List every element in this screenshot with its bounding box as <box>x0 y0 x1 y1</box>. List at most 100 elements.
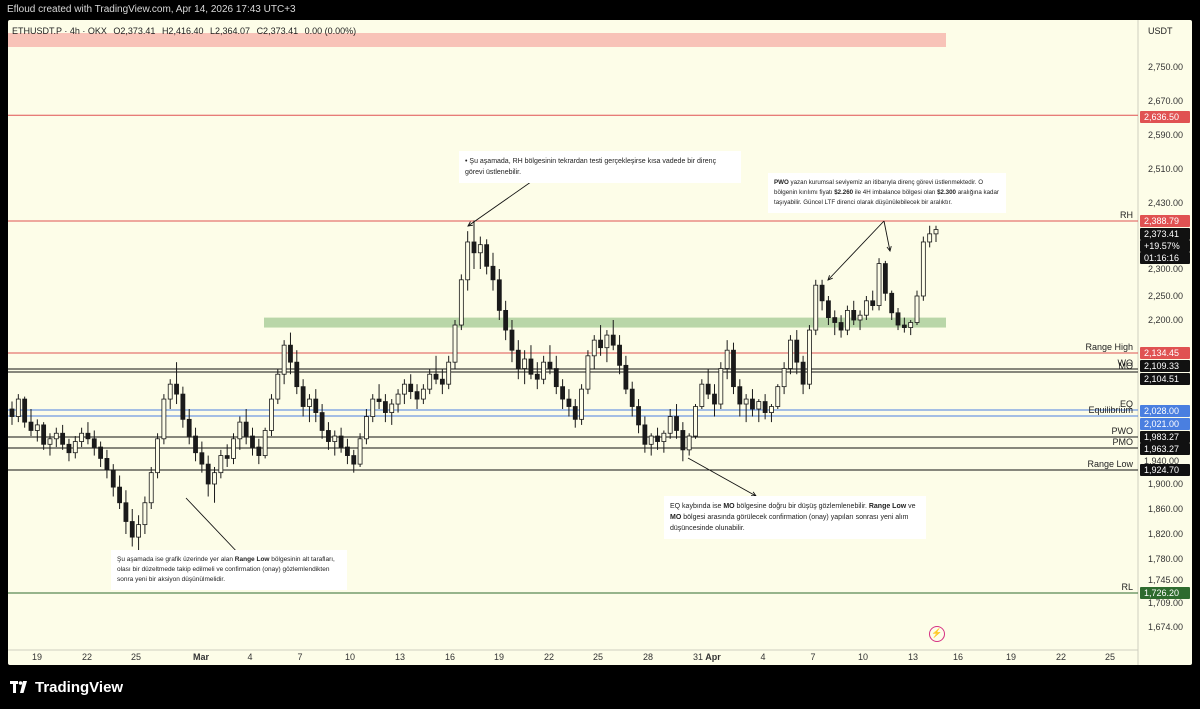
price-badge-1[interactable] <box>1140 215 1190 227</box>
candle-body-121 <box>775 386 781 407</box>
symbol-name[interactable]: ETHUSDT.P · 4h · OKX <box>12 26 107 36</box>
y-tick-12: 1,745.00 <box>1148 575 1183 585</box>
price-badge-5[interactable] <box>1140 347 1190 359</box>
x-tick-11: 25 <box>593 652 603 662</box>
candle-body-134 <box>857 314 863 321</box>
eq-note-b2: Range Low <box>868 503 907 510</box>
created-with-text: Efloud created with TradingView.com, Apr… <box>0 0 1200 20</box>
eq-annotation[interactable]: EQ kaybında ise MO bölgesine doğru bir d… <box>664 496 926 539</box>
y-tick-0: 2,750.00 <box>1148 62 1183 72</box>
candle-body-46 <box>300 386 306 407</box>
supply-zone[interactable] <box>8 33 946 47</box>
candle-body-37 <box>243 421 249 437</box>
annotation-arrowhead-0 <box>467 221 474 227</box>
candle-body-52 <box>338 435 344 448</box>
rh-note-text: • Şu aşamada, RH bölgesinin tekrardan te… <box>465 158 717 176</box>
candle-body-138 <box>882 263 888 294</box>
candle-body-6 <box>47 438 53 445</box>
price-badge-6[interactable] <box>1140 360 1190 372</box>
candle-body-77 <box>496 279 502 311</box>
candle-body-49 <box>319 412 325 431</box>
candle-body-61 <box>395 393 401 405</box>
candle-body-104 <box>667 416 673 434</box>
price-badge-3[interactable] <box>1140 240 1190 252</box>
candle-body-47 <box>307 398 312 407</box>
candle-body-89 <box>572 406 578 420</box>
candle-body-62 <box>401 383 407 395</box>
price-badge-10[interactable] <box>1140 431 1190 443</box>
price-badge-2[interactable] <box>1140 228 1190 240</box>
candle-body-115 <box>737 386 743 405</box>
rh-annotation[interactable]: • Şu aşamada, RH bölgesinin tekrardan te… <box>459 151 741 183</box>
candle-body-32 <box>212 472 217 485</box>
candle-body-74 <box>477 244 483 254</box>
chart-panel[interactable]: RH Range High WO MO EQ Equilibrium PWO PMO Range… <box>8 20 1192 665</box>
candle-body-69 <box>446 361 452 385</box>
price-badge-text-9: 2,021.00 <box>1144 419 1179 429</box>
price-badge-14[interactable] <box>1140 587 1190 599</box>
price-badge-13[interactable] <box>1140 464 1190 476</box>
annotation-arrow-4 <box>185 497 241 556</box>
eq-note-b1: MO <box>723 503 735 510</box>
candle-body-140 <box>895 312 901 326</box>
candle-body-75 <box>484 244 490 267</box>
candle-body-14 <box>98 446 104 459</box>
symbol-legend[interactable]: ETHUSDT.P · 4h · OKX O2,373.41 H2,416.40… <box>12 26 360 36</box>
lightning-icon[interactable]: ⚡ <box>929 626 945 642</box>
candle-body-45 <box>294 361 300 388</box>
candle-body-145 <box>927 233 933 243</box>
y-tick-6: 2,250.00 <box>1148 291 1183 301</box>
candle-body-55 <box>357 438 363 465</box>
candle-body-1 <box>15 398 21 417</box>
rl-annotation[interactable]: Şu aşamada ise grafik üzerinde yer alan … <box>111 550 347 590</box>
level-label-6: Equilibrium <box>1088 405 1133 415</box>
price-badge-text-7: 2,104.51 <box>1144 374 1179 384</box>
price-badge-7[interactable] <box>1140 373 1190 385</box>
tradingview-brand: TradingView <box>35 679 124 696</box>
candle-body-124 <box>794 339 800 363</box>
candle-body-112 <box>718 368 724 405</box>
x-tick-17: 10 <box>858 652 868 662</box>
candle-body-71 <box>458 279 464 326</box>
candle-body-39 <box>256 446 262 456</box>
candle-body-119 <box>762 401 768 413</box>
candle-body-141 <box>901 324 907 328</box>
annotation-arrow-2 <box>883 220 891 252</box>
candle-body-86 <box>553 368 559 388</box>
y-tick-1: 2,670.00 <box>1148 96 1183 106</box>
candle-body-43 <box>281 344 287 375</box>
candle-body-78 <box>503 309 509 331</box>
pwo-annotation[interactable]: PWO yazan kurumsal seviyemiz an itibarıy… <box>768 173 1006 213</box>
candle-body-106 <box>680 430 686 451</box>
candle-body-60 <box>389 403 395 413</box>
y-tick-7: 2,200.00 <box>1148 315 1183 325</box>
price-badge-text-3: +19.57% <box>1144 241 1180 251</box>
rl-note-b1: Range Low <box>234 556 270 563</box>
price-badge-text-4: 01:16:16 <box>1144 253 1179 263</box>
level-label-8: PMO <box>1112 437 1133 447</box>
tradingview-logo[interactable]: TradingView <box>10 679 123 696</box>
x-tick-9: 19 <box>494 652 504 662</box>
candle-body-98 <box>629 388 635 407</box>
y-tick-8: 1,900.00 <box>1148 479 1183 489</box>
price-badge-0[interactable] <box>1140 111 1190 123</box>
candle-body-51 <box>332 435 338 442</box>
candle-body-90 <box>579 388 584 420</box>
price-badge-4[interactable] <box>1140 252 1190 264</box>
currency-label[interactable]: USDT <box>1148 26 1173 36</box>
candle-body-142 <box>908 322 914 328</box>
candle-body-111 <box>712 393 717 405</box>
price-badge-11[interactable] <box>1140 443 1190 455</box>
eq-note-t4: bölgesi arasında görülecek confirmation … <box>670 514 909 532</box>
candle-body-107 <box>686 435 692 451</box>
price-badge-8[interactable] <box>1140 405 1190 417</box>
candle-body-76 <box>490 265 496 281</box>
candle-body-21 <box>142 502 148 526</box>
candle-body-130 <box>832 317 838 323</box>
candle-body-63 <box>408 383 414 393</box>
tradingview-logo-icon <box>10 681 27 693</box>
demand-zone[interactable] <box>264 317 946 328</box>
candle-body-2 <box>22 398 28 423</box>
price-badge-9[interactable] <box>1140 418 1190 430</box>
